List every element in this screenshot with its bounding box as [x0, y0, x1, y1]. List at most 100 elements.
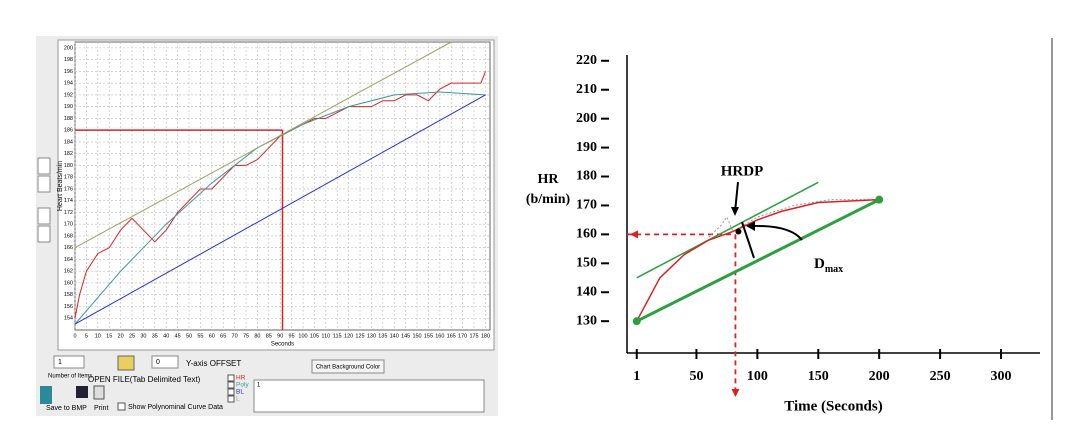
down-button[interactable] — [37, 225, 51, 243]
items-input[interactable] — [53, 355, 85, 369]
x-tick-label: 40 — [163, 333, 169, 339]
save-icon[interactable] — [40, 386, 52, 404]
y-tick-label: 198 — [64, 57, 73, 63]
y-tick-label: 176 — [64, 186, 73, 192]
x-tick-label: 70 — [232, 333, 238, 339]
x-tick-label: 130 — [367, 333, 376, 339]
text-box[interactable] — [253, 379, 485, 413]
open-icon[interactable] — [117, 355, 135, 371]
x-tick-label: 80 — [254, 333, 260, 339]
y-tick-label: 158 — [64, 292, 73, 298]
legend-checkbox[interactable] — [227, 381, 235, 389]
end-point — [632, 317, 641, 326]
x-tick-label: 145 — [401, 333, 410, 339]
x-tick-label: 0 — [73, 333, 76, 339]
y-tick-label: 140 — [576, 284, 597, 299]
legend-checkbox[interactable] — [227, 388, 235, 396]
y-tick-label: 210 — [576, 82, 597, 97]
dmax-arrow-head — [746, 221, 755, 231]
x-tick-label: 165 — [447, 333, 456, 339]
poly-checkbox[interactable] — [117, 402, 126, 411]
print-label: Print — [94, 405, 108, 412]
arrow-head — [731, 389, 740, 397]
background-button[interactable] — [311, 359, 385, 374]
x-axis-label: Seconds — [271, 342, 294, 348]
x-tick-label: 110 — [321, 333, 330, 339]
x-tick-label: 10 — [95, 333, 101, 339]
y-tick-label: 180 — [576, 169, 597, 184]
x-tick-label: 60 — [209, 333, 215, 339]
dmax-line — [741, 221, 755, 259]
y-tick-label: 162 — [64, 269, 73, 275]
y-tick-label: 150 — [576, 256, 597, 271]
x-tick-label: 150 — [808, 369, 829, 384]
y-tick-label: 220 — [576, 53, 597, 68]
legend-label: L — [236, 396, 240, 403]
x-tick-label: 65 — [220, 333, 226, 339]
x-tick-label: 160 — [435, 333, 444, 339]
items-label: Number of Items — [48, 374, 92, 380]
y-tick-label: 196 — [64, 69, 73, 75]
up-button[interactable] — [37, 207, 51, 225]
y-tick-label: 178 — [64, 175, 73, 181]
offset-input[interactable] — [151, 355, 179, 369]
camera-icon[interactable] — [76, 386, 88, 398]
y-tick-label: 160 — [64, 280, 73, 286]
x-tick-label: 50 — [186, 333, 192, 339]
x-tick-label: 125 — [355, 333, 364, 339]
up-button[interactable] — [37, 157, 51, 175]
text-box-value: 1 — [257, 383, 261, 389]
series-line — [636, 198, 880, 322]
y-tick-label: 192 — [64, 92, 73, 98]
y-tick-label: 180 — [64, 163, 73, 169]
legend-label: Poly — [236, 382, 249, 389]
y-tick-label: 170 — [576, 198, 597, 213]
x-tick-label: 90 — [277, 333, 283, 339]
x-tick-label: 50 — [689, 369, 703, 384]
series-line — [636, 198, 880, 323]
series-line — [636, 181, 819, 279]
x-tick-label: 100 — [747, 369, 768, 384]
legend-checkbox[interactable] — [227, 374, 235, 382]
dmax-arrow — [751, 224, 803, 241]
y-tick-label: 182 — [64, 151, 73, 157]
save-label: Save to BMP — [46, 405, 87, 412]
offset-label: Y-axis OFFSET — [186, 359, 241, 368]
y-axis-label: Heart Beats/min — [57, 161, 64, 211]
annotation-subscript: max — [825, 264, 843, 275]
legend-label: BL — [236, 389, 244, 396]
x-tick-label: 55 — [197, 333, 203, 339]
x-tick-label: 45 — [175, 333, 181, 339]
x-tick-label: 175 — [469, 333, 478, 339]
x-tick-label: 300 — [991, 369, 1012, 384]
x-axis-label: Time (Seconds) — [784, 398, 882, 414]
x-tick-label: 115 — [333, 333, 342, 339]
legend-checkbox[interactable] — [227, 395, 235, 403]
y-tick-label: 130 — [576, 313, 597, 328]
end-point — [875, 195, 884, 204]
x-tick-label: 25 — [129, 333, 135, 339]
x-tick-label: 120 — [344, 333, 353, 339]
series-line — [74, 94, 486, 325]
y-tick-label: 168 — [64, 233, 73, 239]
x-tick-label: 180 — [481, 333, 490, 339]
y-tick-label: 154 — [64, 316, 73, 322]
down-button[interactable] — [37, 175, 51, 193]
x-tick-label: 250 — [930, 369, 951, 384]
offset-value: 0 — [156, 359, 160, 366]
y-tick-label: 200 — [576, 111, 597, 126]
annotation: Dmax — [814, 256, 843, 275]
x-tick-label: 100 — [298, 333, 307, 339]
series-line — [74, 41, 452, 249]
x-tick-label: 15 — [106, 333, 112, 339]
y-tick-label: 164 — [64, 257, 73, 263]
y-axis-label: (b/min) — [526, 192, 571, 207]
open-file-label: OPEN FILE(Tab Delimited Text) — [88, 375, 201, 384]
y-tick-label: 190 — [576, 140, 597, 155]
y-tick-label: 190 — [64, 104, 73, 110]
print-icon[interactable] — [93, 385, 105, 400]
y-tick-label: 188 — [64, 116, 73, 122]
x-tick-label: 155 — [424, 333, 433, 339]
y-tick-label: 172 — [64, 210, 73, 216]
